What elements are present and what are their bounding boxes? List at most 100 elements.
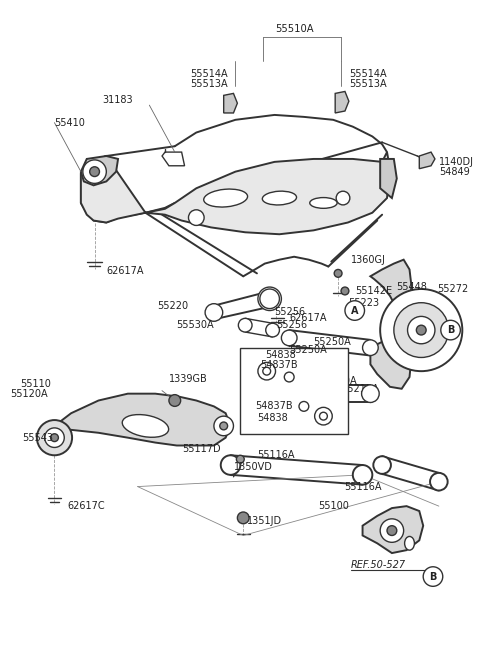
Circle shape — [299, 401, 309, 411]
Text: 62617A: 62617A — [289, 313, 327, 323]
Text: A: A — [263, 294, 270, 304]
Text: 55543: 55543 — [22, 433, 53, 443]
Circle shape — [380, 519, 404, 542]
Circle shape — [238, 512, 249, 524]
Text: 55514A: 55514A — [190, 69, 228, 79]
Circle shape — [341, 287, 349, 295]
Circle shape — [221, 456, 240, 475]
Text: 55250A: 55250A — [289, 345, 327, 355]
Text: 55200A: 55200A — [319, 376, 357, 386]
Circle shape — [239, 319, 252, 332]
Text: 54838: 54838 — [257, 413, 288, 423]
Text: 54837B: 54837B — [255, 401, 293, 411]
Circle shape — [236, 456, 244, 463]
Text: 55250A: 55250A — [313, 337, 351, 347]
Ellipse shape — [405, 536, 414, 550]
Circle shape — [220, 422, 228, 430]
Text: 55215A: 55215A — [341, 384, 379, 393]
Circle shape — [362, 340, 378, 355]
Text: 55256: 55256 — [275, 307, 306, 317]
Circle shape — [284, 372, 294, 382]
Circle shape — [266, 323, 279, 337]
Circle shape — [373, 456, 391, 474]
Circle shape — [261, 399, 278, 417]
Circle shape — [387, 526, 397, 536]
Circle shape — [441, 321, 460, 340]
Circle shape — [214, 416, 233, 436]
Circle shape — [205, 304, 223, 321]
Circle shape — [334, 269, 342, 277]
Ellipse shape — [263, 191, 297, 205]
Text: 55510A: 55510A — [275, 24, 313, 34]
Polygon shape — [55, 393, 230, 450]
Polygon shape — [224, 94, 238, 113]
Circle shape — [380, 289, 462, 371]
Text: 55410: 55410 — [55, 118, 85, 128]
Text: 55117D: 55117D — [182, 444, 221, 454]
Ellipse shape — [310, 198, 337, 208]
Text: 55513A: 55513A — [349, 79, 386, 89]
Text: 1360GJ: 1360GJ — [351, 255, 386, 265]
Circle shape — [336, 191, 350, 205]
Text: 62617C: 62617C — [67, 501, 105, 511]
Circle shape — [169, 395, 180, 406]
Circle shape — [258, 287, 281, 311]
Text: 1351JD: 1351JD — [247, 516, 282, 526]
Circle shape — [345, 301, 364, 321]
Circle shape — [361, 385, 379, 402]
Circle shape — [37, 420, 72, 456]
Polygon shape — [162, 152, 185, 166]
Text: 55220: 55220 — [157, 301, 189, 311]
Text: 55100: 55100 — [318, 501, 348, 511]
Polygon shape — [380, 159, 397, 198]
Circle shape — [260, 289, 279, 309]
Polygon shape — [81, 152, 390, 234]
Text: 54849: 54849 — [439, 166, 469, 176]
Text: 55530A: 55530A — [176, 320, 214, 330]
Polygon shape — [335, 92, 349, 113]
Text: 1350VD: 1350VD — [233, 462, 272, 472]
Text: 54837B: 54837B — [260, 360, 298, 370]
Polygon shape — [81, 156, 118, 185]
Circle shape — [90, 167, 99, 176]
Text: B: B — [429, 572, 437, 582]
Text: B: B — [447, 325, 454, 335]
Circle shape — [353, 465, 372, 484]
Text: 55448: 55448 — [396, 282, 427, 292]
Text: 62618: 62618 — [293, 395, 324, 405]
Text: 55142E: 55142E — [355, 286, 392, 296]
Text: A: A — [351, 305, 359, 315]
Ellipse shape — [204, 189, 248, 207]
Text: 55223: 55223 — [348, 298, 379, 308]
Circle shape — [45, 428, 64, 448]
Polygon shape — [362, 506, 423, 553]
Circle shape — [189, 210, 204, 225]
Text: 55116A: 55116A — [257, 450, 294, 460]
Bar — [240, 347, 348, 434]
Circle shape — [423, 566, 443, 587]
Text: 55514A: 55514A — [349, 69, 386, 79]
Polygon shape — [420, 152, 435, 169]
Text: 55116A: 55116A — [344, 482, 381, 492]
Circle shape — [50, 434, 59, 442]
Circle shape — [416, 325, 426, 335]
Polygon shape — [371, 260, 411, 311]
Text: 55256: 55256 — [276, 320, 308, 330]
Polygon shape — [371, 338, 411, 389]
Text: REF.50-527: REF.50-527 — [351, 560, 406, 570]
Text: 62617A: 62617A — [107, 267, 144, 277]
Circle shape — [408, 317, 435, 344]
Circle shape — [394, 303, 449, 357]
Ellipse shape — [122, 415, 168, 438]
Text: 54838: 54838 — [265, 349, 296, 359]
Circle shape — [83, 160, 107, 184]
Circle shape — [281, 330, 297, 346]
Text: 55110: 55110 — [21, 379, 51, 389]
Text: 1339GB: 1339GB — [169, 374, 208, 384]
Text: 31183: 31183 — [103, 96, 133, 106]
Circle shape — [314, 407, 332, 425]
Text: 55120A: 55120A — [10, 389, 48, 399]
Circle shape — [430, 473, 448, 490]
Text: 1140DJ: 1140DJ — [439, 157, 474, 167]
Text: 55272: 55272 — [437, 284, 468, 294]
